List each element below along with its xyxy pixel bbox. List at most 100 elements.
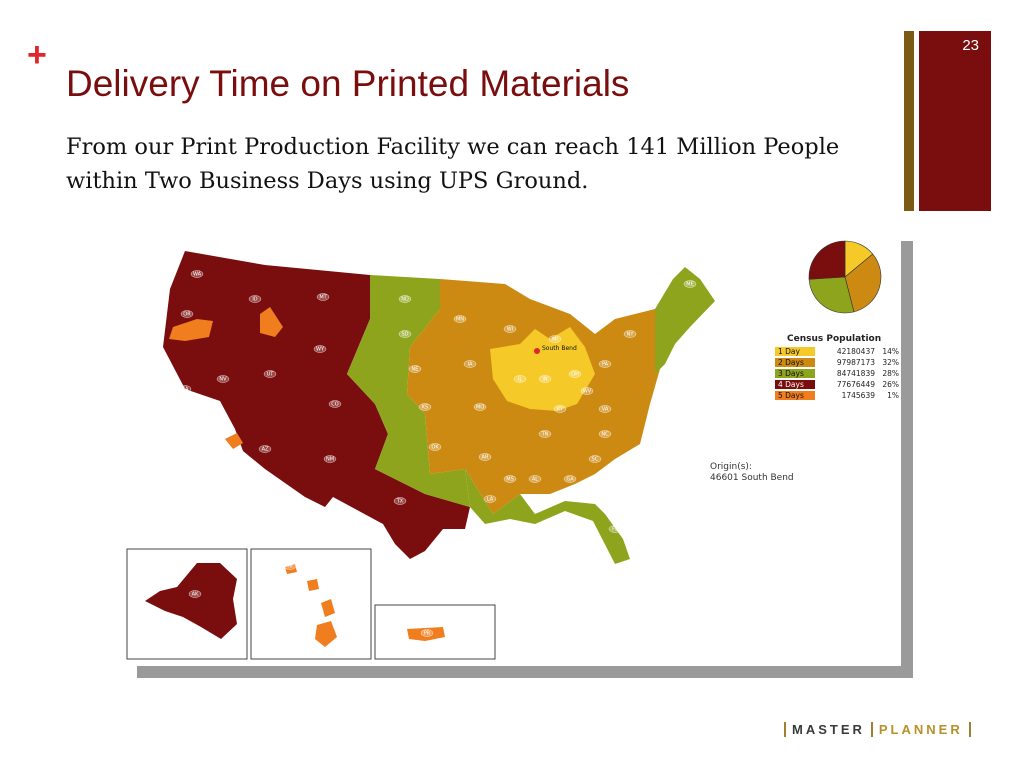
state-label: NE (412, 367, 419, 373)
state-label: OH (571, 372, 579, 378)
state-marker (553, 405, 567, 413)
state-marker (418, 403, 432, 411)
state-marker (283, 562, 297, 570)
legend-population: 1745639 (841, 390, 875, 400)
state-label: GA (566, 477, 574, 483)
state-label: KS (422, 405, 428, 411)
puerto-rico-shape (407, 627, 445, 641)
logo-planner-text: PLANNER (870, 721, 971, 737)
pie-slice (808, 276, 855, 314)
state-label: IA (468, 362, 473, 368)
legend-swatch: 2 Days (775, 357, 815, 367)
legend-swatch: 5 Days (775, 390, 815, 400)
legend-percent: 26% (882, 379, 899, 389)
legend-percent: 14% (882, 346, 899, 356)
origin-star-icon (534, 348, 540, 354)
state-marker (473, 403, 487, 411)
state-marker (503, 475, 517, 483)
state-marker (420, 629, 434, 637)
legend: Census Population 1 Day 42180437 14% 2 D… (775, 334, 901, 401)
state-label: CA (182, 387, 189, 393)
state-label: AR (482, 455, 489, 461)
state-label: NY (627, 332, 635, 338)
state-marker (453, 315, 467, 323)
legend-population: 84741839 (836, 368, 875, 378)
legend-population: 42180437 (836, 346, 875, 356)
region-5-days-oregon (169, 319, 213, 341)
state-marker (398, 330, 412, 338)
state-label: LA (487, 497, 494, 503)
hawaii-island-1 (285, 564, 297, 574)
state-label: NV (219, 377, 227, 383)
state-label: WY (316, 347, 325, 353)
state-label: IN (542, 377, 547, 383)
state-marker (313, 345, 327, 353)
slide-number-block: 23 (919, 31, 991, 211)
state-label: WV (583, 389, 592, 395)
state-marker (568, 370, 582, 378)
legend-row: 4 Days 77676449 26% (775, 379, 901, 389)
origin-marker-label: South Bend (542, 345, 577, 352)
state-label: IL (518, 377, 522, 383)
state-marker (598, 430, 612, 438)
legend-row: 5 Days 1745639 1% (775, 390, 901, 400)
legend-population: 97987173 (836, 357, 875, 367)
state-marker (588, 455, 602, 463)
state-marker (538, 375, 552, 383)
state-marker (580, 387, 594, 395)
pie-slice (844, 253, 882, 313)
state-label: MS (506, 477, 514, 483)
state-marker (463, 360, 477, 368)
state-label: OR (183, 312, 191, 318)
state-marker (328, 400, 342, 408)
state-label: FL (612, 527, 618, 533)
state-label: AK (192, 592, 199, 598)
hawaii-island-3 (321, 599, 335, 617)
legend-percent: 28% (882, 368, 899, 378)
legend-swatch: 1 Day (775, 346, 815, 356)
state-marker (316, 293, 330, 301)
state-marker (598, 360, 612, 368)
region-3-days-plains (347, 275, 470, 507)
state-marker (190, 270, 204, 278)
hawaii-island-2 (307, 579, 319, 591)
state-label: MT (319, 295, 327, 301)
state-marker (538, 430, 552, 438)
state-marker (323, 455, 337, 463)
state-label: TN (541, 432, 549, 438)
state-label: KY (557, 407, 564, 413)
slide-subtitle: From our Print Production Facility we ca… (66, 134, 840, 194)
state-label: CO (331, 402, 338, 408)
state-marker (263, 370, 277, 378)
state-label: TX (396, 499, 404, 505)
state-marker (178, 385, 192, 393)
state-label: MO (476, 405, 484, 411)
region-3-days-southeast (465, 469, 630, 564)
inset-hawaii (250, 548, 372, 660)
state-label: PA (602, 362, 609, 368)
origin-label: Origin(s): (710, 462, 752, 472)
state-label: NC (601, 432, 609, 438)
slide-title: Delivery Time on Printed Materials (66, 63, 630, 104)
state-label: OK (431, 445, 439, 451)
population-pie-chart (808, 240, 882, 314)
state-marker (513, 375, 527, 383)
state-marker (548, 335, 562, 343)
state-label: HI (287, 564, 292, 570)
state-marker (483, 495, 497, 503)
state-marker (188, 590, 202, 598)
state-label: ID (252, 297, 257, 303)
plus-icon: + (27, 36, 47, 74)
legend-row: 1 Day 42180437 14% (775, 346, 901, 356)
state-marker (528, 475, 542, 483)
legend-population: 77676449 (836, 379, 875, 389)
hawaii-island-4 (315, 621, 337, 647)
origin-info: Origin(s): 46601 South Bend (710, 462, 794, 484)
origin-value: 46601 South Bend (710, 473, 794, 483)
accent-bar (904, 31, 914, 211)
state-marker (408, 365, 422, 373)
region-5-days-las-vegas (225, 433, 243, 449)
slide-number: 23 (962, 37, 979, 54)
legend-title: Census Population (787, 334, 882, 344)
us-map-svg: South Bend WA OR CA ID NV UT AZ MT WY CO NM TX ND SD N… (126, 240, 882, 660)
